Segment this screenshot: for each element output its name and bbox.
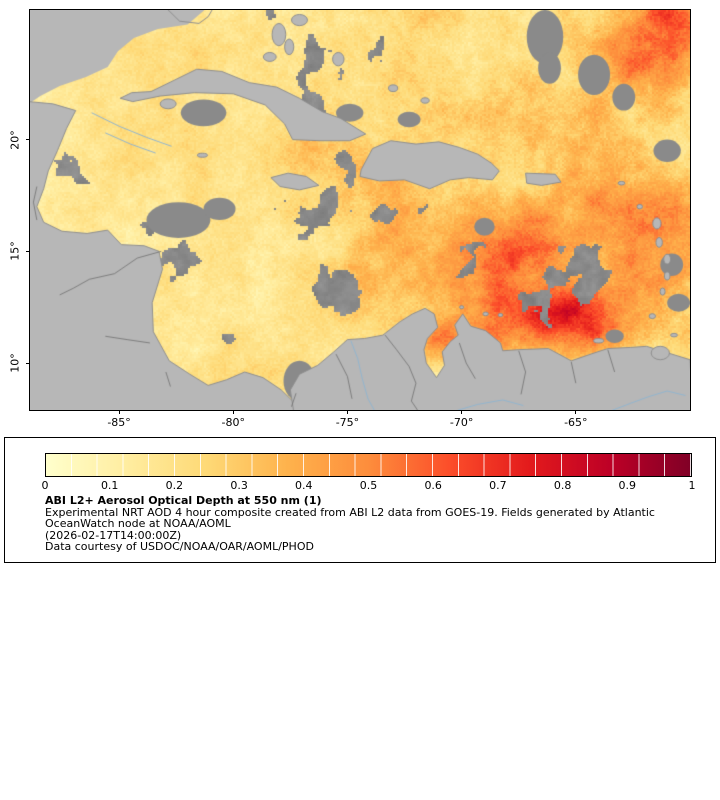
y-tick-mark bbox=[26, 362, 30, 364]
legend-description-line-1: Experimental NRT AOD 4 hour composite cr… bbox=[45, 505, 655, 519]
legend-description-line-2: OceanWatch node at NOAA/AOML bbox=[45, 517, 231, 531]
colorbar-tick-label: 0.5 bbox=[359, 479, 378, 492]
x-tick-mark bbox=[575, 410, 577, 414]
colorbar-tick-label: 0.9 bbox=[618, 479, 637, 492]
colorbar-tick-label: 0.8 bbox=[553, 479, 572, 492]
x-tick-label: -65° bbox=[564, 416, 588, 429]
legend-timestamp: (2026-02-17T14:00:00Z) bbox=[45, 528, 182, 542]
x-tick-mark bbox=[232, 410, 234, 414]
legend-credit: Data courtesy of USDOC/NOAA/OAR/AOML/PHO… bbox=[45, 540, 314, 554]
colorbar-tick-label: 0.7 bbox=[489, 479, 507, 492]
x-tick-mark bbox=[461, 410, 463, 414]
y-tick-label: 15° bbox=[8, 241, 22, 262]
x-tick-label: -70° bbox=[449, 416, 474, 429]
colorbar-tick-label: 0.1 bbox=[100, 479, 119, 492]
colorbar-tick-label: 0.4 bbox=[295, 479, 313, 492]
legend-title: ABI L2+ Aerosol Optical Depth at 550 nm … bbox=[45, 494, 322, 507]
x-tick-label: -85° bbox=[107, 416, 131, 429]
colorbar-tick-label: 0.6 bbox=[424, 479, 442, 492]
map-plot: -85° -80° -75° -70° -65° 20° 15° 10° bbox=[9, 9, 691, 429]
legend-box: 0 0.1 0.2 0.3 0.4 0.5 0.6 0.7 0.8 0.9 1 ABI L2+ Ae… bbox=[4, 437, 716, 563]
x-tick-label: -80° bbox=[221, 416, 245, 429]
y-tick-mark bbox=[26, 139, 30, 141]
colorbar-tick-label: 1 bbox=[688, 479, 696, 492]
colorbar-segment-lines bbox=[46, 454, 691, 476]
x-tick-mark bbox=[118, 410, 120, 414]
colorbar-tick-label: 0.2 bbox=[165, 479, 184, 492]
colorbar-tick-label: 0 bbox=[41, 479, 49, 492]
colorbar-ticks: 0 0.1 0.2 0.3 0.4 0.5 0.6 0.7 0.8 0.9 1 bbox=[41, 479, 696, 492]
y-tick-mark bbox=[26, 250, 30, 252]
colorbar bbox=[45, 453, 692, 477]
x-tick-mark bbox=[346, 410, 348, 414]
y-tick-label: 20° bbox=[8, 129, 22, 150]
y-tick-label: 10° bbox=[8, 353, 22, 373]
x-tick-label: -75° bbox=[335, 416, 360, 429]
colorbar-tick-label: 0.3 bbox=[230, 479, 248, 492]
aod-map-canvas bbox=[30, 10, 690, 410]
legend-caption: ABI L2+ Aerosol Optical Depth at 550 nm … bbox=[45, 495, 705, 553]
